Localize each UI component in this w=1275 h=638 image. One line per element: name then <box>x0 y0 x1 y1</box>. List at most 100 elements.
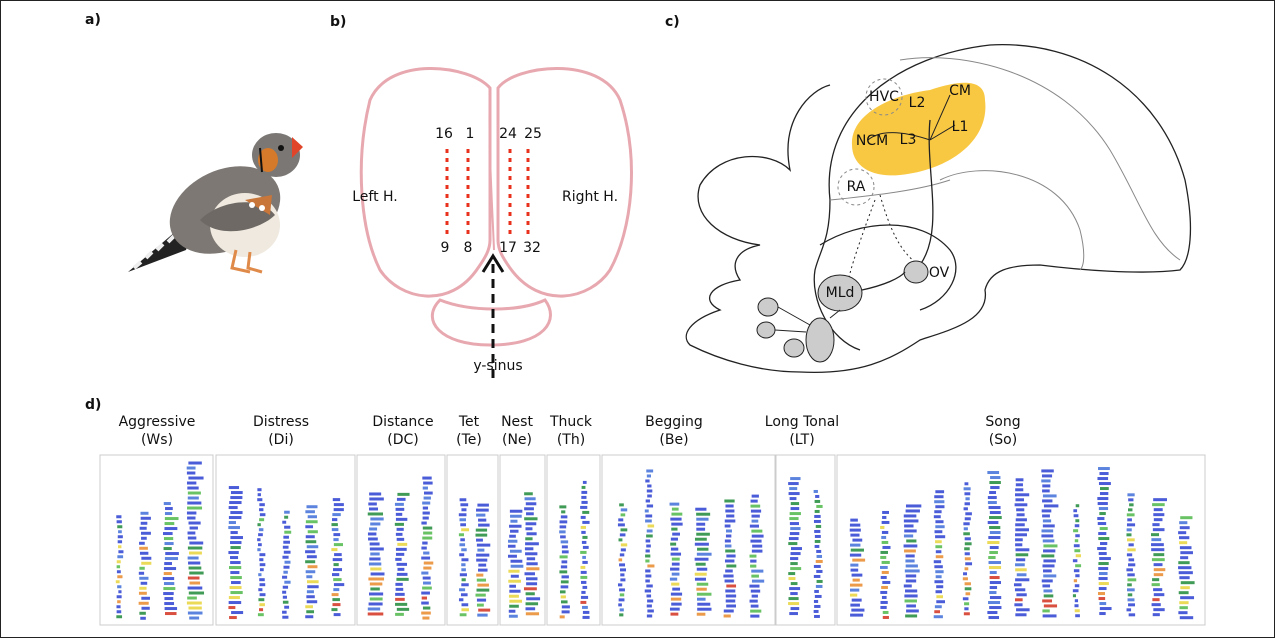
spectrogram-pixel <box>559 530 565 533</box>
spectrogram-pixel <box>1075 614 1080 617</box>
spectrogram-pixel <box>965 587 972 590</box>
spectrogram-pixel <box>965 517 971 520</box>
spectrogram-pixel <box>231 611 243 614</box>
spectrogram-pixel <box>117 560 121 563</box>
spectrogram-pixel <box>990 576 1000 579</box>
spectrogram-pixel <box>1075 609 1080 612</box>
spectrogram-pixel <box>560 555 568 558</box>
spectrogram-pixel <box>1098 532 1106 535</box>
spectrogram-pixel <box>396 588 404 591</box>
spectrogram-pixel <box>990 546 999 549</box>
spectrogram-pixel <box>1100 527 1108 530</box>
spectrogram-pixel <box>397 563 407 566</box>
spectrogram-pixel <box>789 597 799 600</box>
spectrogram-pixel <box>1152 523 1159 526</box>
spectrogram-pixel <box>229 521 236 524</box>
spectrogram-pixel <box>1126 568 1133 571</box>
spectrogram-pixel <box>562 545 568 548</box>
spectrogram-pixel <box>368 577 384 580</box>
spectrogram-pixel <box>510 530 518 533</box>
spectrogram-pixel <box>788 577 795 580</box>
spectrogram-pixel <box>619 558 623 561</box>
region-label: L2 <box>909 95 926 111</box>
spectrogram-pixel <box>905 614 917 617</box>
spectrogram-pixel <box>881 576 887 579</box>
spectrogram-pixel <box>140 617 146 620</box>
spectrogram-pixel <box>397 568 404 571</box>
spectrogram-pixel <box>987 471 999 474</box>
spectrogram-pixel <box>618 603 622 606</box>
spectrogram-pixel <box>904 544 918 547</box>
spectrogram-pixel <box>791 547 802 550</box>
spectrogram-pixel <box>904 524 913 527</box>
spectrogram-pixel <box>421 602 429 605</box>
spectrogram-pixel <box>906 539 916 542</box>
spectrogram-pixel <box>882 516 886 519</box>
spectrogram-pixel <box>725 509 734 512</box>
spectrogram-pixel <box>725 579 734 582</box>
spectrogram-pixel <box>815 500 821 503</box>
spectrogram-pixel <box>1128 508 1132 511</box>
spectrogram-pixel <box>1043 569 1052 572</box>
spectrogram-pixel <box>259 518 264 521</box>
electrode <box>509 185 512 189</box>
spectrogram-pixel <box>332 513 340 516</box>
electrode <box>527 203 530 207</box>
spectrogram-pixel <box>1127 553 1132 556</box>
spectrogram-pixel <box>904 584 912 587</box>
spectrogram-pixel <box>165 612 177 615</box>
spectrogram-pixel <box>139 577 148 580</box>
spectrogram-pixel <box>141 522 148 525</box>
spectrogram-pixel <box>282 576 287 579</box>
spectrogram-pixel <box>396 508 405 511</box>
spectrogram-pixel <box>334 503 344 506</box>
spectrogram-pixel <box>559 570 567 573</box>
spectrogram-pixel <box>1098 467 1110 470</box>
spectrogram-pixel <box>370 522 380 525</box>
spectrogram-pixel <box>423 567 431 570</box>
spectrogram-pixel <box>116 580 120 583</box>
spectrogram-pixel <box>258 493 261 496</box>
spectrogram-pixel <box>478 569 488 572</box>
spectrogram-pixel <box>906 564 918 567</box>
spectrogram-pixel <box>116 515 121 518</box>
spectrogram-pixel <box>524 492 533 495</box>
spectrogram-pixel <box>525 542 539 545</box>
electrode <box>446 230 449 234</box>
spectrogram-pixel <box>1154 573 1163 576</box>
spectrogram-pixel <box>1098 562 1108 565</box>
spectrogram-pixel <box>1128 563 1135 566</box>
spectrogram-pixel <box>395 583 402 586</box>
spectrogram-pixel <box>371 572 385 575</box>
spectrogram-pixel <box>461 608 468 611</box>
spectrogram-pixel <box>525 552 537 555</box>
spectrogram-pixel <box>562 575 569 578</box>
spectrogram-pixel <box>369 602 383 605</box>
spectrogram-pixel <box>334 613 341 616</box>
spectrogram-pixel <box>283 596 287 599</box>
spectrogram-pixel <box>1015 488 1023 491</box>
spectrogram-pixel <box>814 575 821 578</box>
spectrogram-pixel <box>647 494 652 497</box>
spectrogram-pixel <box>990 531 1001 534</box>
spectrogram-pixel <box>1154 593 1165 596</box>
spectrogram-pixel <box>1180 596 1194 599</box>
spectrogram-pixel <box>477 504 489 507</box>
spectrogram-pixel <box>850 554 861 557</box>
spectrogram-pixel <box>697 583 709 586</box>
spectrogram-pixel <box>725 544 732 547</box>
spectrogram-pixel <box>477 599 486 602</box>
spectrogram-pixel <box>1179 541 1187 544</box>
spectrogram-pixel <box>620 568 626 571</box>
spectrogram-pixel <box>395 598 405 601</box>
spectrogram-pixel <box>1015 598 1023 601</box>
spectrogram-pixel <box>695 538 707 541</box>
spectrogram-pixel <box>187 502 201 505</box>
spectrogram-pixel <box>988 521 999 524</box>
spectrogram-pixel <box>306 570 316 573</box>
spectrogram-pixel <box>1152 503 1165 506</box>
spectrogram-pixel <box>726 584 736 587</box>
spectrogram-pixel <box>936 575 942 578</box>
spectrogram-pixel <box>165 557 178 560</box>
region-label: MLd <box>826 285 855 301</box>
